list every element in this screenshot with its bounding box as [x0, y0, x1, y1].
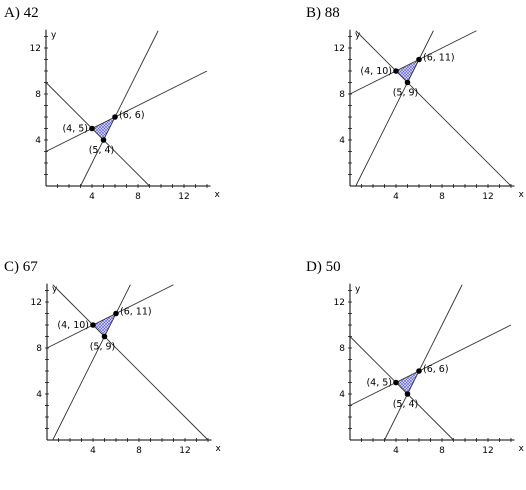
vertex-label: (4, 5) — [62, 124, 88, 135]
boundary-line — [45, 70, 208, 152]
shaded-region — [396, 371, 419, 394]
vertex-point — [112, 114, 118, 120]
x-axis-label: x — [518, 190, 524, 200]
option-letter: A) — [4, 5, 20, 21]
x-axis-label: x — [518, 444, 524, 454]
y-tick-label: 8 — [36, 344, 42, 354]
vertex-point — [101, 333, 108, 340]
y-tick-label: 8 — [339, 344, 345, 354]
vertex-label: (5, 4) — [393, 399, 419, 410]
vertex-point — [404, 391, 411, 397]
vertex-point — [393, 68, 399, 74]
option-value: 88 — [324, 5, 340, 21]
vertex-point — [100, 137, 107, 143]
option-a-graph: 4 8 12 12 8 4 x y (4, 5) (6, 6) (5, 4) — [30, 29, 220, 202]
y-axis-label: y — [51, 31, 57, 41]
y-axis-label: y — [52, 285, 58, 295]
option-d-graph: 4 8 12 12 8 4 x y (4, 5) (6, 6) (5, 4) — [334, 283, 524, 456]
x-tick-label: 4 — [89, 192, 95, 202]
vertex-label: (4, 10) — [57, 320, 89, 331]
vertex-point — [416, 56, 422, 63]
vertex-label: (4, 5) — [366, 378, 392, 389]
option-c-panel: C) 67 4 8 12 12 8 4 x y (4, 10) (6, 11) (5, 9) — [4, 258, 264, 490]
x-tick-label: 12 — [179, 446, 190, 456]
option-b-panel: B) 88 4 8 12 12 8 4 x y (4, 10) (6, 11) (5, 9) — [306, 4, 526, 236]
vertex-point — [416, 368, 422, 374]
vertex-point — [393, 379, 399, 386]
option-a-label[interactable]: A) 42 — [4, 4, 39, 22]
option-value: 42 — [23, 5, 39, 21]
vertex-label: (5, 4) — [89, 145, 115, 156]
boundary-line — [45, 82, 150, 187]
option-value: 67 — [22, 259, 38, 275]
boundary-line — [349, 324, 512, 406]
y-axis-label: y — [355, 285, 361, 295]
boundary-line — [349, 30, 477, 95]
x-tick-label: 8 — [439, 446, 445, 456]
option-letter: C) — [4, 259, 19, 275]
vertex-point — [90, 322, 96, 328]
vertex-label: (4, 10) — [360, 66, 392, 77]
y-tick-label: 12 — [31, 298, 42, 308]
y-tick-label: 4 — [36, 390, 42, 400]
option-a-panel: A) 42 4 8 12 12 8 4 x y (4, 5) (6, 6) (5, 4) — [4, 4, 264, 236]
vertex-label: (6, 6) — [119, 110, 145, 121]
y-tick-label: 4 — [339, 136, 345, 146]
boundary-line — [80, 30, 159, 187]
option-value: 50 — [325, 259, 341, 275]
vertex-label: (6, 11) — [423, 53, 455, 64]
boundary-line — [355, 30, 512, 187]
option-d-panel: D) 50 4 8 12 12 8 4 x y (4, 5) (6, 6) (5, 4) — [306, 258, 526, 490]
boundary-line — [52, 284, 209, 441]
option-c-graph: 4 8 12 12 8 4 x y (4, 10) (6, 11) (5, 9) — [31, 283, 221, 456]
x-tick-label: 12 — [482, 446, 493, 456]
x-tick-label: 8 — [439, 192, 445, 202]
boundary-line — [384, 284, 463, 441]
boundary-line — [349, 336, 454, 441]
x-axis-label: x — [214, 190, 220, 200]
vertex-label: (5, 9) — [90, 342, 116, 353]
vertex-label: (6, 11) — [120, 307, 152, 318]
y-tick-label: 4 — [339, 390, 345, 400]
x-tick-label: 4 — [393, 446, 399, 456]
shaded-region — [93, 313, 116, 337]
shaded-region — [92, 117, 115, 140]
y-tick-label: 12 — [334, 44, 345, 54]
y-tick-label: 8 — [339, 90, 345, 100]
vertex-label: (5, 9) — [393, 88, 419, 99]
y-tick-label: 4 — [35, 136, 41, 146]
x-tick-label: 4 — [90, 446, 96, 456]
x-axis-label: x — [215, 444, 221, 454]
y-tick-label: 8 — [35, 90, 41, 100]
x-tick-label: 12 — [482, 192, 493, 202]
option-d-label[interactable]: D) 50 — [306, 258, 341, 276]
boundary-line — [46, 284, 174, 349]
x-tick-label: 12 — [178, 192, 189, 202]
option-letter: D) — [306, 259, 322, 275]
option-b-graph: 4 8 12 12 8 4 x y (4, 10) (6, 11) (5, 9) — [334, 29, 524, 202]
option-c-label[interactable]: C) 67 — [4, 258, 38, 276]
x-tick-label: 8 — [135, 192, 141, 202]
option-letter: B) — [306, 5, 321, 21]
option-b-label[interactable]: B) 88 — [306, 4, 340, 22]
boundary-line — [52, 284, 131, 441]
y-tick-label: 12 — [30, 44, 41, 54]
vertex-point — [113, 310, 119, 317]
vertex-point — [89, 125, 95, 132]
shaded-region — [396, 59, 419, 83]
vertex-point — [404, 79, 411, 86]
x-tick-label: 8 — [136, 446, 142, 456]
x-tick-label: 4 — [393, 192, 399, 202]
y-tick-label: 12 — [334, 298, 345, 308]
vertex-label: (6, 6) — [423, 364, 449, 375]
y-axis-label: y — [355, 31, 361, 41]
boundary-line — [355, 30, 434, 187]
